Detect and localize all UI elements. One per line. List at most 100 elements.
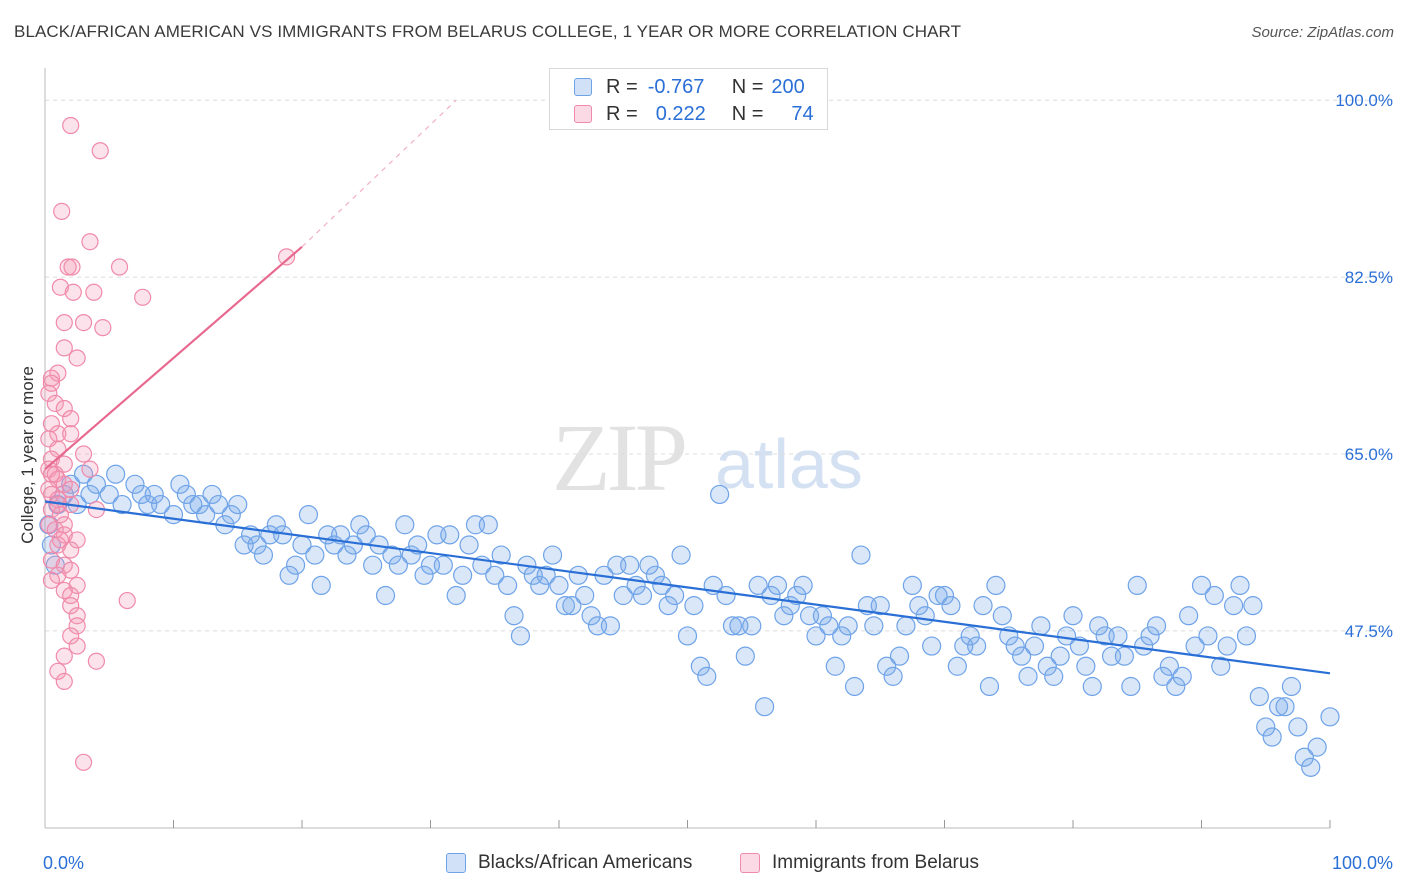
point-belarus xyxy=(55,647,73,665)
point-blacks xyxy=(1114,646,1135,666)
point-blacks xyxy=(510,626,531,646)
point-blacks xyxy=(176,484,196,505)
r-value: 0.222 xyxy=(655,102,706,125)
point-blacks xyxy=(305,545,325,565)
point-blacks xyxy=(1275,697,1295,717)
point-blacks xyxy=(742,616,762,636)
point-blacks xyxy=(1179,606,1199,626)
point-blacks xyxy=(1217,636,1237,656)
point-blacks xyxy=(1134,636,1154,656)
legend-item-blacks: Blacks/African Americans xyxy=(446,852,692,874)
point-belarus xyxy=(55,672,73,691)
point-belarus xyxy=(277,248,296,266)
point-blacks xyxy=(690,656,710,676)
point-blacks xyxy=(1172,666,1192,686)
r-label: R = xyxy=(606,75,638,98)
point-belarus xyxy=(62,410,80,428)
y-tick-label: 100.0% xyxy=(1335,91,1393,110)
point-blacks xyxy=(1230,575,1250,596)
point-blacks xyxy=(992,606,1012,626)
point-blacks xyxy=(934,585,955,606)
stats-legend: R = -0.767 N = 200 R = 0.222 N = 74 xyxy=(549,68,828,130)
point-blacks xyxy=(555,596,576,616)
legend-label-belarus: Immigrants from Belarus xyxy=(772,852,979,873)
x-tick-label-min: 0.0% xyxy=(43,853,84,873)
point-blacks xyxy=(967,636,987,656)
stats-row-belarus: R = 0.222 N = 74 xyxy=(574,102,814,126)
point-blacks xyxy=(1307,737,1327,757)
point-blacks xyxy=(80,484,100,505)
point-blacks xyxy=(922,636,942,656)
point-blacks xyxy=(665,585,685,606)
point-belarus xyxy=(42,571,61,589)
point-belarus xyxy=(74,753,93,771)
tick-labels: 47.5% 65.0% 82.5% 100.0% 0.0% 100.0% xyxy=(43,91,1393,873)
point-blacks xyxy=(1121,676,1141,697)
point-belarus xyxy=(62,627,80,645)
stats-row-blacks: R = -0.767 N = 200 xyxy=(574,75,805,99)
point-blacks xyxy=(986,575,1006,596)
point-blacks xyxy=(1037,656,1057,676)
point-blacks xyxy=(202,484,222,505)
point-blacks xyxy=(350,515,370,535)
point-blacks xyxy=(298,505,319,525)
point-blacks xyxy=(266,515,286,535)
point-blacks xyxy=(639,555,659,575)
point-blacks xyxy=(440,525,460,545)
point-belarus xyxy=(74,445,93,463)
point-blacks xyxy=(247,535,267,555)
point-blacks xyxy=(562,596,582,616)
x-tick-label-max: 100.0% xyxy=(1332,853,1393,873)
point-blacks xyxy=(902,575,922,596)
point-blacks xyxy=(581,606,601,626)
point-blacks xyxy=(1204,585,1224,606)
point-belarus xyxy=(51,278,70,296)
point-blacks xyxy=(909,596,929,616)
point-blacks xyxy=(575,585,595,606)
point-blacks xyxy=(163,505,184,525)
r-value: -0.767 xyxy=(647,75,705,98)
point-blacks xyxy=(825,656,845,676)
point-belarus xyxy=(68,349,86,367)
point-belarus xyxy=(49,425,67,443)
point-belarus xyxy=(87,652,106,670)
watermark: ZIP atlas xyxy=(552,404,863,511)
point-belarus xyxy=(68,637,86,655)
point-belarus xyxy=(68,576,86,595)
point-belarus xyxy=(62,586,80,605)
point-belarus xyxy=(51,531,70,549)
point-blacks xyxy=(658,596,678,616)
point-blacks xyxy=(375,585,396,606)
watermark-zip: ZIP xyxy=(552,404,685,511)
point-blacks xyxy=(851,545,871,565)
point-blacks xyxy=(221,505,241,525)
point-belarus xyxy=(81,233,99,251)
point-blacks xyxy=(600,616,621,636)
point-blacks xyxy=(433,555,453,575)
point-blacks xyxy=(1031,616,1051,636)
point-belarus xyxy=(46,394,64,413)
point-blacks xyxy=(1211,656,1231,676)
legend-item-belarus: Immigrants from Belarus xyxy=(740,852,979,874)
point-blacks xyxy=(1146,616,1167,636)
point-blacks xyxy=(228,494,248,515)
point-blacks xyxy=(677,626,698,646)
point-belarus xyxy=(62,597,80,615)
point-belarus xyxy=(85,283,103,301)
point-blacks xyxy=(883,666,903,686)
point-blacks xyxy=(1108,626,1128,646)
point-belarus xyxy=(49,662,67,680)
point-blacks xyxy=(896,616,916,636)
point-blacks xyxy=(1294,747,1314,767)
point-blacks xyxy=(388,555,408,575)
point-blacks xyxy=(722,616,743,636)
point-blacks xyxy=(787,585,807,606)
point-blacks xyxy=(311,575,331,596)
point-blacks xyxy=(915,606,935,626)
point-belarus xyxy=(134,288,152,306)
point-belarus xyxy=(55,339,73,357)
point-blacks xyxy=(1262,727,1282,747)
legend-swatch-pink xyxy=(740,853,760,873)
point-blacks xyxy=(645,565,665,585)
